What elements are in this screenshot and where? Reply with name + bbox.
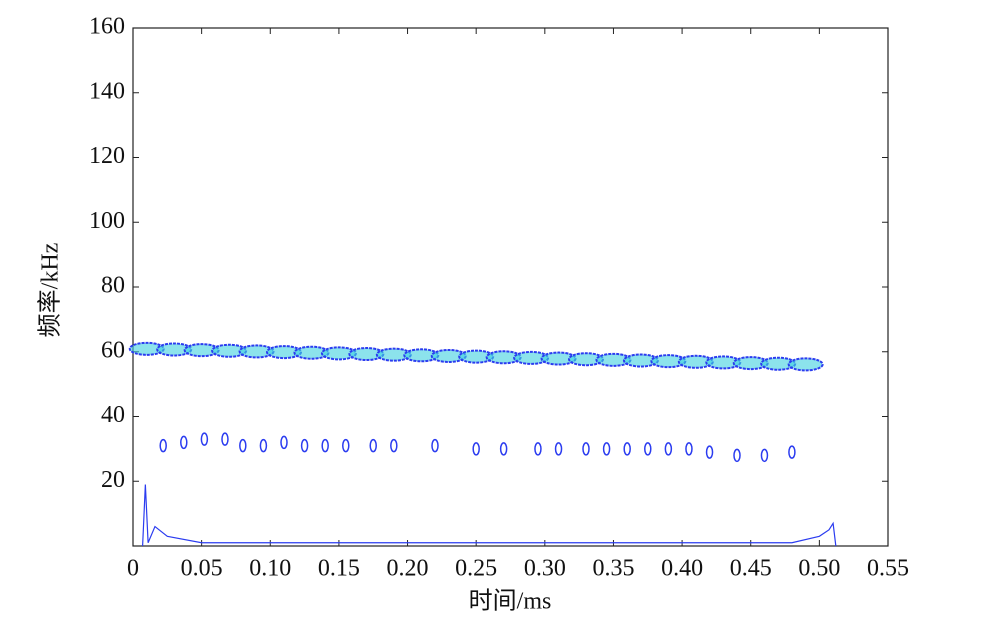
contour-blob bbox=[664, 442, 673, 456]
contour-blob bbox=[259, 438, 268, 453]
contour-blob bbox=[602, 442, 611, 456]
contour-blob bbox=[321, 438, 329, 453]
x-tick-label: 0.10 bbox=[249, 556, 291, 582]
contour-blob bbox=[159, 438, 167, 453]
contour-blob bbox=[582, 442, 590, 456]
contour-blob bbox=[239, 438, 247, 453]
x-tick-label: 0.40 bbox=[661, 556, 703, 582]
x-tick-label: 0.30 bbox=[524, 556, 566, 582]
y-tick-label: 20 bbox=[101, 467, 125, 493]
contour-blob bbox=[623, 442, 631, 456]
plot-frame bbox=[132, 27, 889, 547]
x-tick-label: 0.15 bbox=[318, 556, 360, 582]
x-tick-label: 0 bbox=[127, 556, 139, 582]
contour-blob bbox=[472, 442, 480, 456]
x-axis-label: 时间/ms bbox=[469, 588, 552, 615]
contour-blob bbox=[499, 442, 508, 456]
x-tick-label: 0.20 bbox=[387, 556, 429, 582]
contour-blob bbox=[733, 448, 741, 463]
y-tick-label: 120 bbox=[89, 143, 125, 169]
contour-blob bbox=[200, 432, 209, 446]
contour-blob bbox=[644, 442, 652, 456]
contour-blob bbox=[180, 435, 188, 450]
y-tick-label: 140 bbox=[89, 78, 125, 104]
y-tick-label: 100 bbox=[89, 208, 125, 234]
x-tick-label: 0.25 bbox=[455, 556, 497, 582]
contour-blob bbox=[390, 438, 398, 453]
contour-blob bbox=[788, 445, 796, 459]
contour-blob bbox=[787, 357, 824, 372]
contour-line bbox=[142, 484, 837, 547]
contour-blob bbox=[705, 445, 714, 459]
contour-blob bbox=[554, 442, 563, 456]
contour-blob bbox=[369, 438, 377, 453]
contour-blob bbox=[300, 438, 309, 453]
contour-blob bbox=[221, 432, 229, 446]
x-tick-label: 0.55 bbox=[867, 556, 909, 582]
contour-blob bbox=[760, 448, 769, 463]
y-tick-label: 60 bbox=[101, 337, 125, 363]
contour-blob bbox=[685, 442, 693, 456]
y-tick-label: 40 bbox=[101, 402, 125, 428]
contour-blob bbox=[280, 435, 288, 450]
contour-blob bbox=[431, 438, 439, 453]
y-axis-label: 频率/kHz bbox=[37, 243, 64, 338]
x-tick-label: 0.45 bbox=[730, 556, 772, 582]
y-tick-label: 160 bbox=[89, 14, 125, 40]
contour-blob bbox=[534, 442, 542, 456]
x-tick-label: 0.50 bbox=[798, 556, 840, 582]
x-tick-label: 0.35 bbox=[592, 556, 634, 582]
y-tick-label: 80 bbox=[101, 273, 125, 299]
x-tick-label: 0.05 bbox=[181, 556, 223, 582]
contour-blob bbox=[342, 438, 350, 453]
